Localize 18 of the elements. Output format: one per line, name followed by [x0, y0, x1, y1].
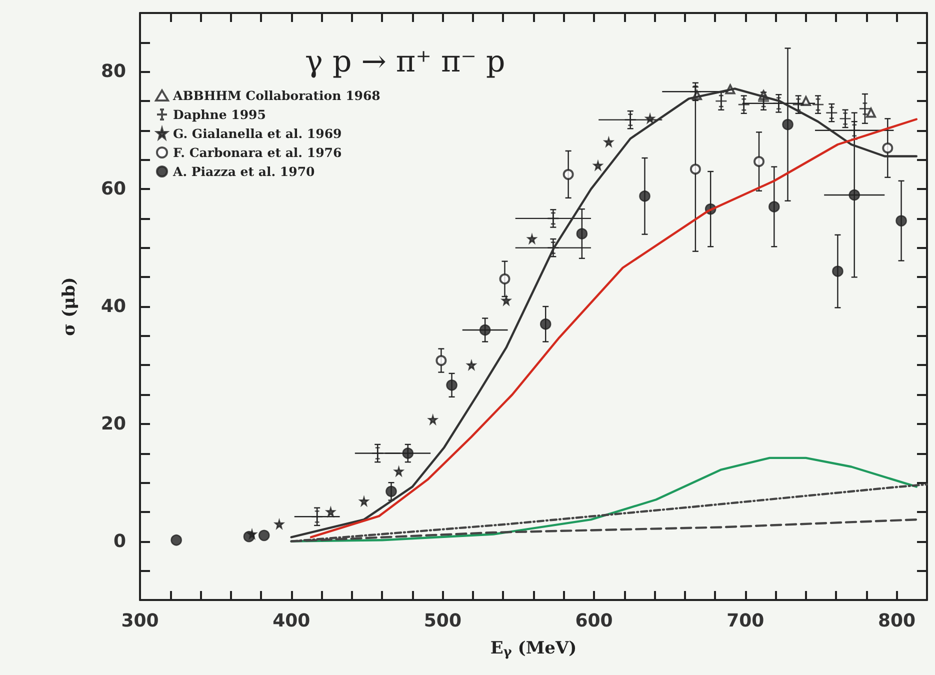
y-tick-label: 20: [100, 413, 126, 434]
x-tick-label: 400: [272, 610, 310, 632]
y-tick-label: 60: [100, 178, 126, 200]
x-tick-label: 800: [878, 610, 916, 632]
x-tick-label: 700: [726, 610, 764, 632]
y-tick-label: 80: [100, 61, 126, 82]
x-tick-label: 300: [121, 610, 159, 632]
legend-label: Daphne 1995: [173, 107, 266, 122]
x-tick-label: 600: [575, 610, 613, 632]
legend-label: A. Piazza et al. 1970: [172, 164, 316, 179]
text: γ p → π⁺ π⁻ p: [305, 44, 506, 80]
legend-label: F. Carbonara et al. 1976: [173, 145, 342, 160]
x-tick-label: 500: [424, 610, 462, 632]
y-tick-label: 40: [100, 296, 126, 317]
y-axis-title: σ (μb): [60, 277, 80, 336]
legend-label: G. Gialanella et al. 1969: [173, 126, 342, 141]
legend-label: ABBHHM Collaboration 1968: [172, 88, 381, 103]
y-tick-label: 0: [113, 530, 126, 552]
